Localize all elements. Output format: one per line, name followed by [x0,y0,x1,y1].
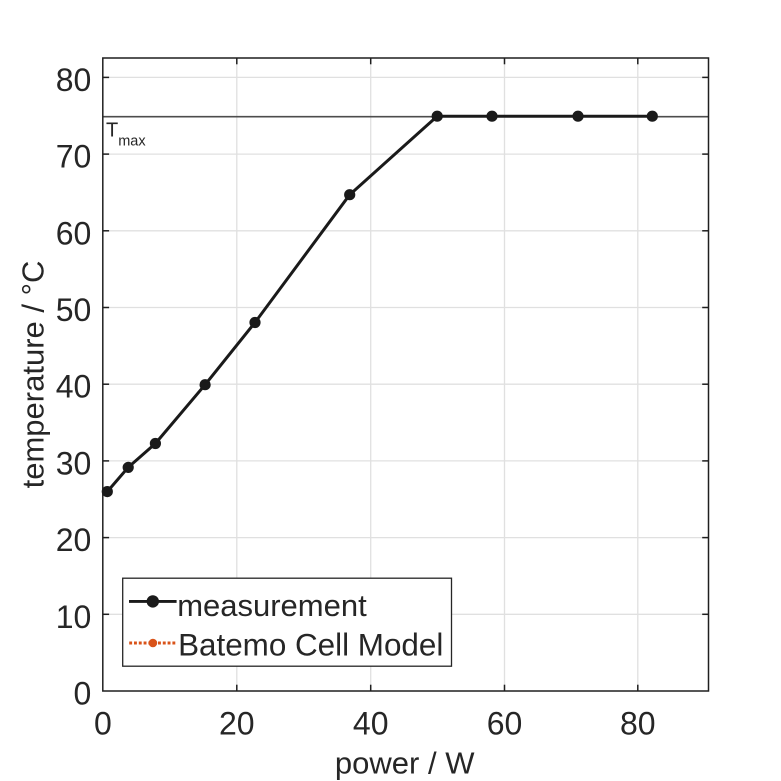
svg-text:60: 60 [487,706,523,742]
svg-text:30: 30 [56,445,92,481]
svg-text:power / W: power / W [335,746,475,781]
svg-text:40: 40 [56,369,92,405]
svg-text:80: 80 [56,62,92,98]
svg-text:70: 70 [56,139,92,175]
svg-text:50: 50 [56,292,92,328]
svg-text:10: 10 [56,599,92,635]
svg-text:60: 60 [56,215,92,251]
svg-text:20: 20 [56,522,92,558]
svg-text:40: 40 [353,706,389,742]
svg-text:temperature / °C: temperature / °C [16,261,51,489]
svg-text:20: 20 [219,706,255,742]
svg-text:80: 80 [620,706,656,742]
svg-text:measurement: measurement [177,588,367,623]
svg-text:0: 0 [94,706,112,742]
svg-text:Batemo Cell Model: Batemo Cell Model [178,627,443,662]
svg-text:0: 0 [74,676,92,712]
